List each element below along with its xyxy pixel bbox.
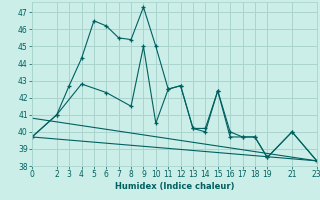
X-axis label: Humidex (Indice chaleur): Humidex (Indice chaleur) — [115, 182, 234, 191]
